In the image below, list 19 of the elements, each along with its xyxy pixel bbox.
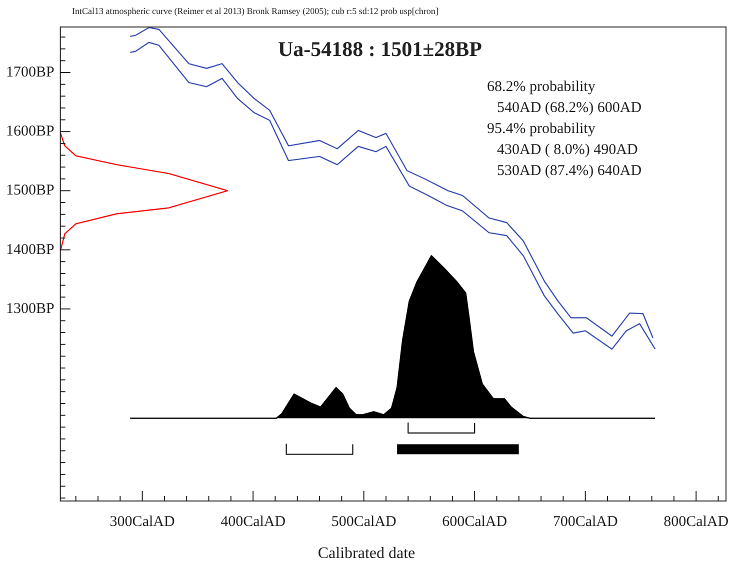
annotation: 540AD (68.2%) 600AD <box>497 100 642 116</box>
annotation: 95.4% probability <box>487 121 596 137</box>
annotation: 68.2% probability <box>487 79 596 95</box>
y-tick-label: 1300BP <box>6 300 54 317</box>
y-tick-label: 1500BP <box>6 182 54 199</box>
y-tick-label: 1600BP <box>6 124 54 140</box>
x-tick-label: 400CalAD <box>220 514 286 530</box>
x-tick-label: 700CalAD <box>552 514 618 530</box>
annotation: 530AD (87.4%) 640AD <box>497 163 642 179</box>
y-tick-label: 1700BP <box>6 64 54 80</box>
text: Ua-54188 : 1501±28BP <box>278 37 482 61</box>
x-axis-title: Calibrated date <box>316 545 416 563</box>
x-tick-label: 600CalAD <box>442 514 508 530</box>
annotation: 430AD ( 8.0%) 490AD <box>497 142 638 158</box>
x-tick-label: 800CalAD <box>664 514 729 530</box>
y-tick-label: 1400BP <box>6 242 54 258</box>
chart-subtitle: IntCal13 atmospheric curve (Reimer et al 2013) Bronk Ramsey (2005); cub r:5 sd:12 prob usp[chron] <box>72 6 438 16</box>
x-tick-label: 300CalAD <box>110 514 175 530</box>
x-tick-label: 500CalAD <box>331 514 396 530</box>
